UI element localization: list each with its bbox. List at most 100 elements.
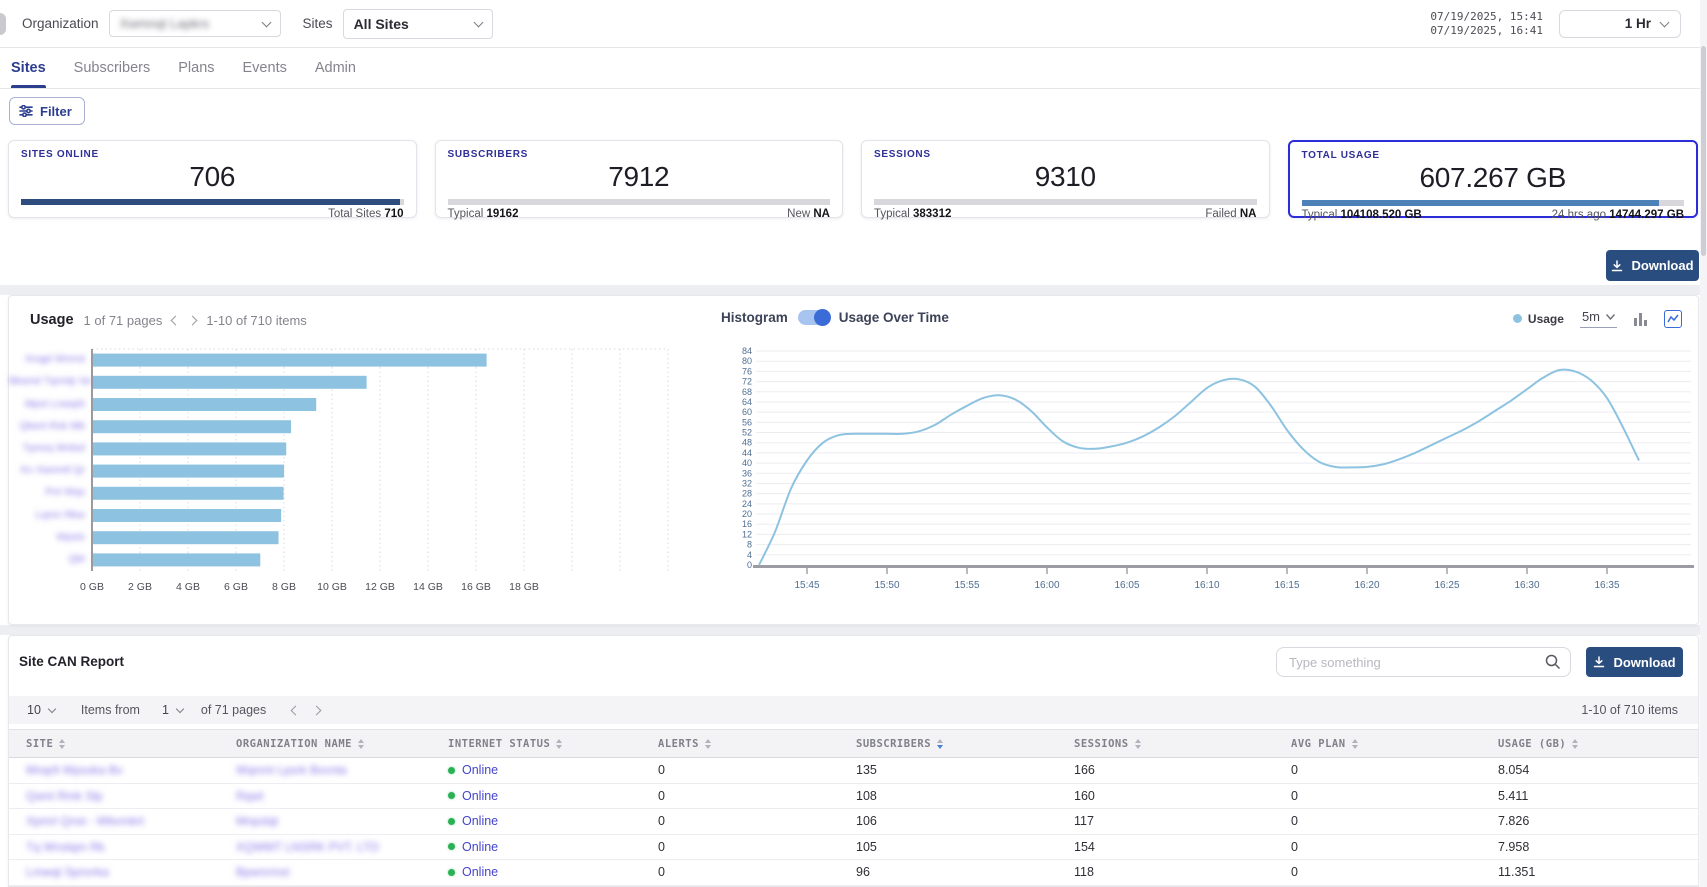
sort-icon[interactable] xyxy=(1135,739,1141,749)
site-cell[interactable]: Mnqrlt Wpsxka Bv xyxy=(26,763,236,777)
sites-select[interactable]: All Sites xyxy=(343,9,493,39)
toggle-usage-over-time-label[interactable]: Usage Over Time xyxy=(839,310,949,325)
internet-status-cell[interactable]: Online xyxy=(448,865,658,879)
download-button[interactable]: Download xyxy=(1606,250,1699,281)
redacted-site-label[interactable]: Qlwnt Rsk Mb xyxy=(9,420,85,432)
sort-icon[interactable] xyxy=(556,739,562,749)
column-header-alerts[interactable]: ALERTS xyxy=(658,738,856,750)
next-page-icon[interactable] xyxy=(312,705,322,715)
tab-events[interactable]: Events xyxy=(243,48,287,88)
redacted-site-label[interactable]: Tpmrq Wnbsl xyxy=(9,442,85,454)
scrollbar[interactable] xyxy=(1700,0,1707,887)
tab-sites[interactable]: Sites xyxy=(11,48,46,88)
stat-card-sites-online[interactable]: SITES ONLINE706Total Sites 710 xyxy=(8,140,417,218)
site-cell[interactable]: Lmwqt Spnvrka xyxy=(26,865,236,879)
download-icon xyxy=(1611,260,1623,272)
organization-select[interactable]: Xwmnqt Lapkrs xyxy=(109,10,281,37)
tab-admin[interactable]: Admin xyxy=(315,48,356,88)
online-status-icon xyxy=(448,767,455,774)
tab-plans[interactable]: Plans xyxy=(178,48,214,88)
toggle-knob xyxy=(814,309,831,326)
sessions-cell: 154 xyxy=(1074,840,1291,854)
sites-select-value: All Sites xyxy=(354,16,409,32)
site-cell[interactable]: Tq Wnslqm Rk xyxy=(26,840,236,854)
interval-select[interactable]: 5m xyxy=(1580,309,1617,328)
table-row[interactable]: Qwnt Rmk SlpRqwtOnline010816005.411 xyxy=(9,784,1698,810)
page-select-value: 1 xyxy=(162,703,169,717)
time-window: 07/19/2025, 15:41 07/19/2025, 16:41 xyxy=(1430,10,1543,38)
sort-icon[interactable] xyxy=(705,739,711,749)
sort-icon[interactable] xyxy=(358,739,364,749)
column-header-subscribers[interactable]: SUBSCRIBERS xyxy=(856,738,1074,750)
usage-series-line[interactable] xyxy=(759,370,1639,565)
column-header-sessions[interactable]: SESSIONS xyxy=(1074,738,1291,750)
line-chart-type-icon[interactable] xyxy=(1664,310,1682,328)
column-header-site[interactable]: SITE xyxy=(26,738,236,750)
usage-bar[interactable] xyxy=(93,487,284,500)
redacted-site-label[interactable]: Wpslx xyxy=(9,531,85,543)
toggle-histogram-label[interactable]: Histogram xyxy=(721,310,788,325)
svg-text:64: 64 xyxy=(742,397,752,407)
svg-text:16:25: 16:25 xyxy=(1434,580,1459,591)
svg-text:32: 32 xyxy=(742,478,752,488)
site-cell[interactable]: Xpmrl Qnst - Wbvmkrt xyxy=(26,814,236,828)
filter-button[interactable]: Filter xyxy=(9,97,85,125)
site-can-report-panel: Site CAN Report Download 10 Items from 1… xyxy=(8,635,1699,887)
report-download-button[interactable]: Download xyxy=(1586,647,1683,677)
usage-bar[interactable] xyxy=(93,553,260,566)
next-page-icon[interactable] xyxy=(188,315,198,325)
redacted-site-label[interactable]: Mpst Lnwqrb xyxy=(9,398,85,410)
table-row[interactable]: Lmwqt SpnvrkaBpwnrmstOnline096118011.351 xyxy=(9,860,1698,886)
usage-bar[interactable] xyxy=(93,442,286,455)
redacted-site-label[interactable]: Lqmn Rkw xyxy=(9,509,85,521)
table-row[interactable]: Tq Wnslqm RkXQWMT LNSRK PVT. LTDOnline01… xyxy=(9,835,1698,861)
redacted-site-label[interactable]: Qkt xyxy=(9,553,85,565)
page-select[interactable]: 1 xyxy=(162,703,183,717)
sort-desc-icon xyxy=(1135,745,1141,749)
redacted-site-label[interactable]: Kv Xwnmtl Qr xyxy=(9,464,85,476)
table-row[interactable]: Mnqrlt Wpsxka BvWqnmt Lpsrk BxvntaOnline… xyxy=(9,758,1698,784)
internet-status-value: Online xyxy=(462,814,498,828)
stat-card-total-usage[interactable]: TOTAL USAGE607.267 GBTypical 104108.520 … xyxy=(1288,140,1699,218)
sort-icon[interactable] xyxy=(1352,739,1358,749)
column-header-label: SUBSCRIBERS xyxy=(856,738,931,750)
usage-bar[interactable] xyxy=(93,376,367,389)
scrollbar-thumb[interactable] xyxy=(1701,46,1706,256)
sessions-cell: 117 xyxy=(1074,814,1291,828)
sort-icon[interactable] xyxy=(937,739,943,749)
redacted-site-label[interactable]: Pnt Wqs xyxy=(9,486,85,498)
search-input[interactable] xyxy=(1276,647,1571,677)
usage-bar[interactable] xyxy=(93,398,316,411)
redacted-site-label[interactable]: Bkwnd Tqrmlp Va xyxy=(9,375,85,387)
chart-mode-toggle[interactable] xyxy=(798,310,829,325)
column-header-internet-status[interactable]: INTERNET STATUS xyxy=(448,738,658,750)
page-size-select[interactable]: 10 xyxy=(27,703,55,717)
prev-page-icon[interactable] xyxy=(171,315,181,325)
sort-icon[interactable] xyxy=(59,739,65,749)
column-header-usage-gb[interactable]: USAGE (GB) xyxy=(1498,738,1698,750)
table-row[interactable]: Xpmrl Qnst - WbvmkrtMnpslqtOnline0106117… xyxy=(9,809,1698,835)
internet-status-cell[interactable]: Online xyxy=(448,814,658,828)
stat-card-subscribers[interactable]: SUBSCRIBERS7912Typical 19162New NA xyxy=(435,140,844,218)
time-range-select[interactable]: 1 Hr xyxy=(1559,10,1681,38)
usage-bar[interactable] xyxy=(93,420,291,433)
svg-text:15:55: 15:55 xyxy=(954,580,979,591)
prev-page-icon[interactable] xyxy=(291,705,301,715)
internet-status-cell[interactable]: Online xyxy=(448,789,658,803)
svg-text:18 GB: 18 GB xyxy=(509,581,539,593)
internet-status-cell[interactable]: Online xyxy=(448,763,658,777)
sort-icon[interactable] xyxy=(1572,739,1578,749)
redacted-site-label[interactable]: Xnqpl Wmrst xyxy=(9,353,85,365)
bar-chart-type-icon[interactable] xyxy=(1633,312,1648,326)
usage-bar[interactable] xyxy=(93,354,487,367)
stat-card-progress-fill xyxy=(1302,200,1660,206)
internet-status-cell[interactable]: Online xyxy=(448,840,658,854)
column-header-avg-plan[interactable]: AVG PLAN xyxy=(1291,738,1498,750)
usage-bar[interactable] xyxy=(93,465,284,478)
tab-subscribers[interactable]: Subscribers xyxy=(74,48,151,88)
site-cell[interactable]: Qwnt Rmk Slp xyxy=(26,789,236,803)
column-header-organization-name[interactable]: ORGANIZATION NAME xyxy=(236,738,448,750)
usage-bar[interactable] xyxy=(93,509,281,522)
stat-card-sessions[interactable]: SESSIONS9310Typical 383312Failed NA xyxy=(861,140,1270,218)
usage-bar[interactable] xyxy=(93,531,279,544)
